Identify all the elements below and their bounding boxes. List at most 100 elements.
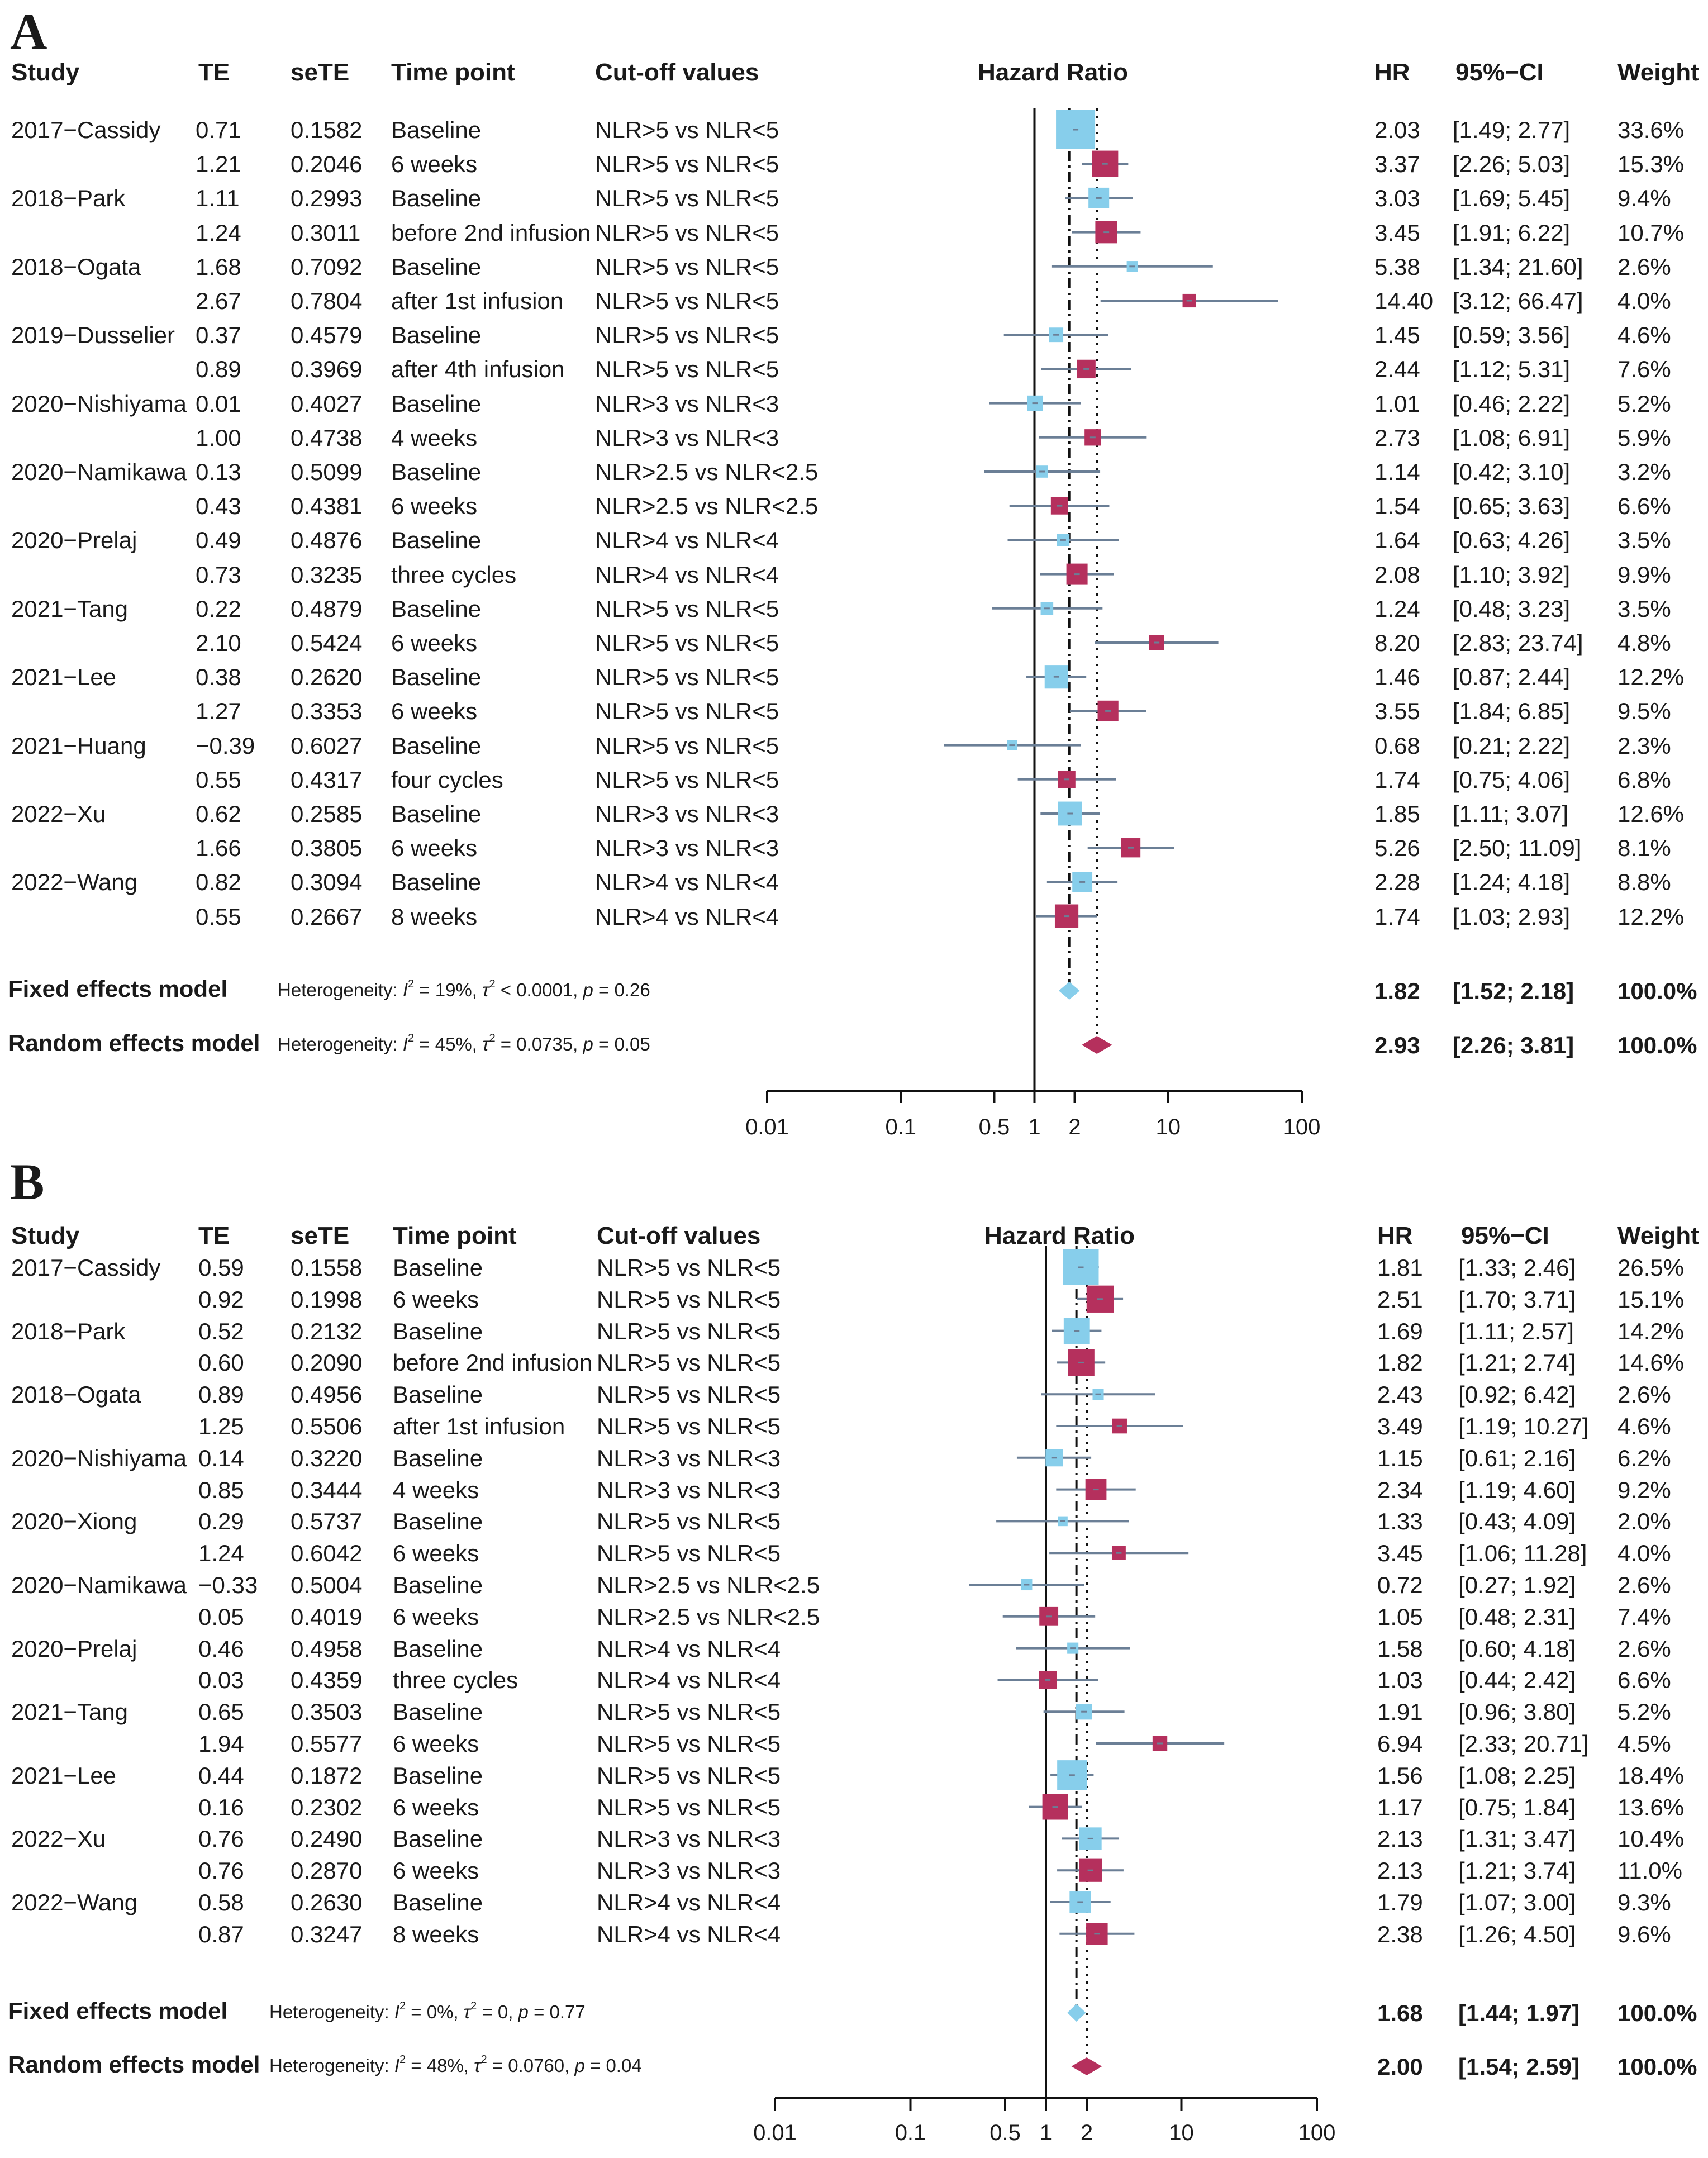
row-te: 0.37 [196, 322, 241, 349]
x-tick-label: 0.01 [745, 1115, 789, 1139]
row-cutoff: NLR>5 vs NLR<5 [597, 1540, 781, 1567]
x-tick-label: 100 [1298, 2121, 1336, 2145]
row-time: before 2nd infusion [391, 219, 591, 246]
row-time: 6 weeks [393, 1540, 479, 1567]
row-te: 0.62 [196, 801, 241, 827]
x-tick-label: 10 [1156, 1115, 1181, 1139]
row-cutoff: NLR>5 vs NLR<5 [595, 630, 779, 656]
row-weight: 26.5% [1617, 1254, 1685, 1281]
row-hr: 1.74 [1374, 903, 1420, 930]
row-te: 0.03 [198, 1667, 244, 1694]
row-weight: 14.6% [1617, 1349, 1685, 1376]
row-hr: 1.81 [1377, 1254, 1423, 1281]
fixed-effects-label: Fixed effects model [8, 1998, 228, 2024]
row-hr: 1.17 [1377, 1794, 1423, 1820]
row-time: Baseline [391, 322, 482, 349]
row-weight: 8.1% [1617, 835, 1671, 862]
row-study: 2022−Wang [11, 869, 138, 896]
fixed-heterogeneity: Heterogeneity: I2 = 0%, τ2 = 0, p = 0.77 [269, 2000, 586, 2022]
row-te: 0.44 [198, 1762, 244, 1789]
row-te: 0.82 [196, 869, 241, 896]
row-cutoff: NLR>5 vs NLR<5 [595, 185, 779, 212]
row-sete: 0.2046 [291, 151, 363, 178]
row-ci: [1.33; 2.46] [1458, 1254, 1576, 1281]
row-weight: 4.6% [1617, 322, 1671, 349]
row-sete: 0.2993 [291, 185, 363, 212]
row-hr: 5.26 [1374, 835, 1420, 862]
row-te: 0.71 [196, 117, 241, 143]
row-ci: [1.11; 2.57] [1458, 1318, 1574, 1344]
row-ci: [0.46; 2.22] [1453, 390, 1571, 417]
row-ci: [1.03; 2.93] [1453, 903, 1571, 930]
row-cutoff: NLR>3 vs NLR<3 [597, 1444, 781, 1471]
row-ci: [0.60; 4.18] [1458, 1635, 1576, 1662]
row-sete: 0.3011 [291, 219, 361, 246]
row-study: 2020−Prelaj [11, 1635, 137, 1662]
row-cutoff: NLR>4 vs NLR<4 [595, 903, 779, 930]
row-time: 6 weeks [393, 1731, 479, 1757]
row-sete: 0.4027 [291, 390, 363, 417]
row-time: Baseline [393, 1762, 483, 1789]
row-sete: 0.4958 [291, 1635, 363, 1662]
row-sete: 0.4019 [291, 1603, 363, 1630]
x-tick-label: 0.01 [753, 2121, 797, 2145]
row-weight: 5.2% [1617, 390, 1671, 417]
row-ci: [0.48; 3.23] [1453, 595, 1571, 622]
row-sete: 0.3247 [291, 1921, 363, 1947]
row-time: 6 weeks [391, 630, 478, 656]
row-time: Baseline [391, 732, 482, 759]
row-time: Baseline [391, 869, 482, 896]
row-time: 6 weeks [393, 1857, 479, 1884]
row-cutoff: NLR>4 vs NLR<4 [595, 527, 779, 554]
row-weight: 2.6% [1617, 1572, 1671, 1598]
row-hr: 2.51 [1377, 1286, 1423, 1313]
row-hr: 1.69 [1377, 1318, 1423, 1344]
row-te: 1.68 [196, 253, 241, 280]
row-cutoff: NLR>5 vs NLR<5 [597, 1699, 781, 1726]
header-ci: 95%−CI [1455, 59, 1544, 86]
header-cutoff: Cut-off values [597, 1222, 761, 1249]
row-ci: [1.84; 6.85] [1453, 698, 1571, 725]
row-te: 0.46 [198, 1635, 244, 1662]
random-ci: [1.54; 2.59] [1458, 2054, 1580, 2080]
row-te: 0.05 [198, 1603, 244, 1630]
row-sete: 0.2585 [291, 801, 363, 827]
row-ci: [2.33; 20.71] [1458, 1731, 1589, 1757]
row-study: 2020−Namikawa [11, 459, 187, 485]
row-hr: 3.45 [1374, 219, 1420, 246]
row-time: Baseline [391, 390, 482, 417]
fixed-weight: 100.0% [1617, 2000, 1697, 2026]
row-te: 1.66 [196, 835, 241, 862]
row-ci: [0.43; 4.09] [1458, 1508, 1576, 1535]
row-sete: 0.3444 [291, 1476, 363, 1503]
row-time: Baseline [393, 1635, 483, 1662]
row-ci: [2.50; 11.09] [1453, 835, 1582, 862]
forest-plot-panel-b: B Study TE seTE Time point Cut-off values Haza… [0, 1156, 1708, 2158]
header-te: TE [198, 1222, 230, 1249]
row-cutoff: NLR>5 vs NLR<5 [595, 322, 779, 349]
row-hr: 1.56 [1377, 1762, 1423, 1789]
row-cutoff: NLR>3 vs NLR<3 [595, 835, 779, 862]
row-te: 1.21 [196, 151, 241, 178]
fixed-ci: [1.44; 1.97] [1458, 2000, 1580, 2026]
row-sete: 0.3503 [291, 1699, 363, 1726]
row-cutoff: NLR>5 vs NLR<5 [595, 253, 779, 280]
fixed-heterogeneity: Heterogeneity: I2 = 19%, τ2 < 0.0001, p … [278, 978, 650, 1000]
row-te: 1.25 [198, 1413, 244, 1439]
row-time: Baseline [393, 1508, 483, 1535]
random-hr: 2.93 [1374, 1032, 1420, 1058]
row-weight: 9.9% [1617, 561, 1671, 588]
row-te: 2.10 [196, 630, 241, 656]
header-time: Time point [391, 59, 515, 86]
random-effects-diamond [1071, 2057, 1102, 2075]
row-ci: [1.69; 5.45] [1453, 185, 1571, 212]
row-ci: [2.26; 5.03] [1453, 151, 1571, 178]
row-ci: [1.26; 4.50] [1458, 1921, 1576, 1947]
row-sete: 0.4381 [291, 493, 363, 520]
row-weight: 12.2% [1617, 664, 1685, 691]
row-weight: 13.6% [1617, 1794, 1685, 1820]
row-weight: 3.5% [1617, 595, 1671, 622]
row-hr: 1.15 [1377, 1444, 1423, 1471]
row-ci: [0.75; 4.06] [1453, 766, 1571, 793]
row-hr: 3.37 [1374, 151, 1420, 178]
